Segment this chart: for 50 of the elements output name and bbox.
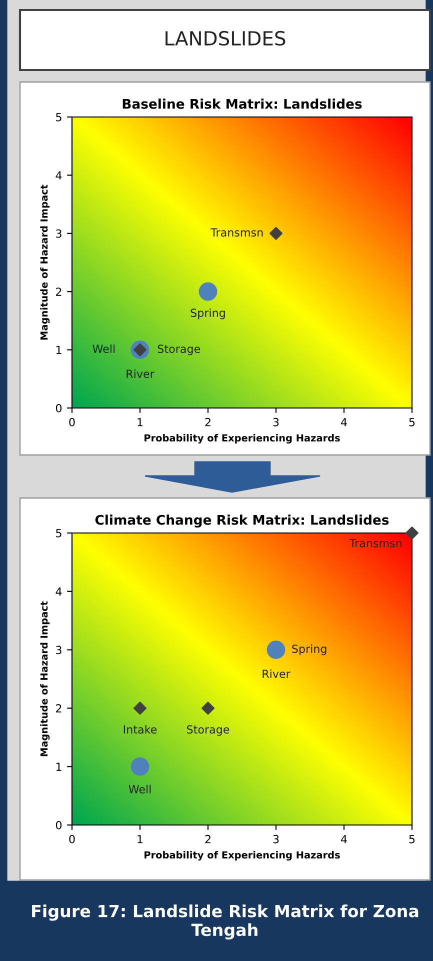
point xyxy=(133,702,147,715)
y-tick-label: 1 xyxy=(56,346,62,354)
annotation: Transmsn xyxy=(210,228,263,237)
x-tick-label: 3 xyxy=(273,834,279,844)
x-axis-title: Probability of Experiencing Hazards xyxy=(144,851,340,861)
point xyxy=(130,757,150,776)
x-tick-label: 2 xyxy=(205,418,210,426)
point xyxy=(405,526,419,540)
x-tick-label: 0 xyxy=(69,418,75,426)
annotation: Spring xyxy=(190,308,225,320)
y-tick-label: 3 xyxy=(56,229,62,238)
annotation: Well xyxy=(92,344,115,354)
x-tick-label: 0 xyxy=(69,834,75,844)
annotation: River xyxy=(126,369,154,378)
y-tick-label: 0 xyxy=(56,820,62,830)
point xyxy=(201,702,215,715)
x-tick-label: 1 xyxy=(138,418,143,426)
point xyxy=(269,226,283,240)
annotation: Intake xyxy=(124,725,157,734)
x-tick-label: 5 xyxy=(409,835,415,844)
x-axis-title: Probability of Experiencing Hazards xyxy=(144,434,340,444)
annotation: River xyxy=(262,669,290,678)
x-tick-label: 1 xyxy=(138,835,143,844)
x-tick-label: 3 xyxy=(273,418,279,426)
annotation: Well xyxy=(128,784,151,794)
y-axis-title: Magnitude of Hazard Impact xyxy=(40,601,50,756)
annotation: Storage xyxy=(186,725,230,736)
chart-title: Baseline Risk Matrix: Landslides xyxy=(122,98,362,109)
text: LANDSLIDES xyxy=(166,30,286,46)
point xyxy=(266,640,286,659)
x-tick-label: 2 xyxy=(205,834,210,844)
y-tick-label: 5 xyxy=(56,529,62,538)
x-tick-label: 4 xyxy=(341,835,347,844)
caption: Figure 17: Landslide Risk Matrix for Zona Tengah xyxy=(32,904,418,940)
y-tick-label: 2 xyxy=(56,704,62,712)
y-tick-label: 5 xyxy=(56,113,62,122)
x-tick-label: 4 xyxy=(341,418,347,426)
y-tick-label: 2 xyxy=(56,288,62,296)
annotation: Storage xyxy=(158,344,200,356)
y-tick-label: 3 xyxy=(56,646,62,654)
x-tick-label: 5 xyxy=(409,418,415,426)
point xyxy=(198,282,218,301)
annotation: Transmsn xyxy=(349,539,402,548)
y-tick-label: 1 xyxy=(56,762,62,771)
y-tick-label: 4 xyxy=(56,171,62,180)
y-axis-title: Magnitude of Hazard Impact xyxy=(40,184,50,340)
y-tick-label: 0 xyxy=(56,404,62,412)
y-tick-label: 4 xyxy=(56,588,62,596)
annotation: Spring xyxy=(292,644,326,656)
chart-title: Climate Change Risk Matrix: Landslides xyxy=(95,514,389,528)
